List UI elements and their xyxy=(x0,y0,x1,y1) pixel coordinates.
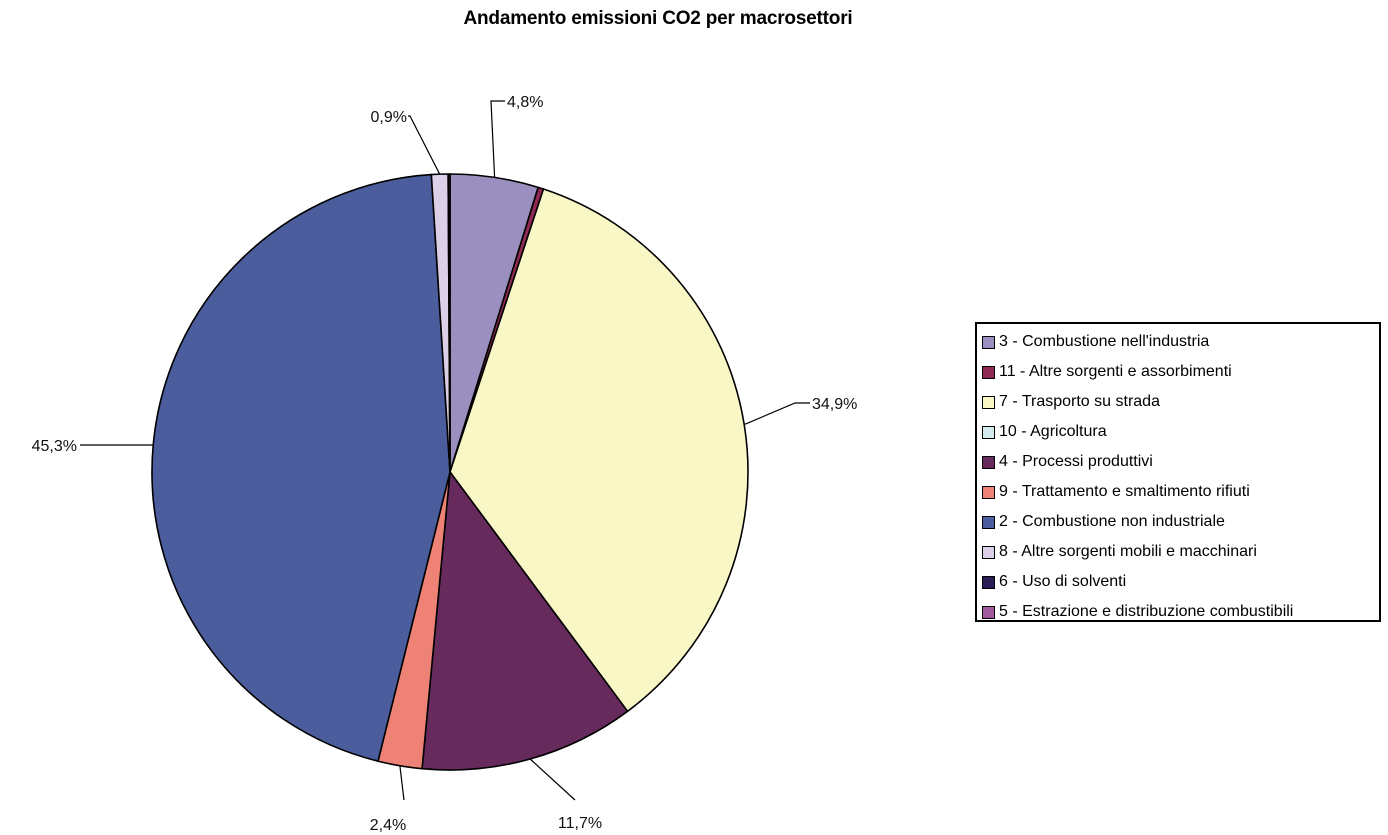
legend-item: 2 - Combustione non industriale xyxy=(982,507,1379,537)
legend-label: 7 - Trasporto su strada xyxy=(999,393,1160,410)
legend-item: 6 - Uso di solventi xyxy=(982,567,1379,597)
legend-label: 11 - Altre sorgenti e assorbimenti xyxy=(999,363,1232,380)
legend-item: 8 - Altre sorgenti mobili e macchinari xyxy=(982,537,1379,567)
legend-swatch xyxy=(982,395,995,409)
legend-item: 7 - Trasporto su strada xyxy=(982,387,1379,417)
legend-label: 2 - Combustione non industriale xyxy=(999,513,1225,530)
legend-item: 5 - Estrazione e distribuzione combustib… xyxy=(982,597,1379,627)
data-label: 11,7% xyxy=(558,815,602,832)
legend-swatch xyxy=(982,545,995,559)
leader-line xyxy=(399,765,405,801)
legend-swatch xyxy=(982,455,995,469)
legend-label: 8 - Altre sorgenti mobili e macchinari xyxy=(999,543,1257,560)
pie-slices xyxy=(151,173,749,771)
leader-line xyxy=(529,758,576,801)
legend-label: 4 - Processi produttivi xyxy=(999,453,1153,470)
legend-item: 11 - Altre sorgenti e assorbimenti xyxy=(982,357,1379,387)
pie-labels: 4,8% 34,9% 11,7% 2,4% 45,3% 0,9% xyxy=(32,94,858,834)
pie-slice xyxy=(447,173,451,473)
legend-item: 3 - Combustione nell'industria xyxy=(982,327,1379,357)
data-label: 34,9% xyxy=(812,396,857,413)
legend-swatch xyxy=(982,485,995,499)
data-label: 45,3% xyxy=(32,438,77,455)
leader-line xyxy=(743,402,810,426)
legend-label: 3 - Combustione nell'industria xyxy=(999,333,1210,350)
data-label: 2,4% xyxy=(370,817,406,834)
data-label: 4,8% xyxy=(507,94,543,111)
legend-item: 4 - Processi produttivi xyxy=(982,447,1379,477)
legend-swatch xyxy=(982,605,995,619)
legend-item: 9 - Trattamento e smaltimento rifiuti xyxy=(982,477,1379,507)
legend-swatch xyxy=(982,575,995,589)
chart-title: Andamento emissioni CO2 per macrosettori xyxy=(463,8,853,29)
legend-swatch xyxy=(982,425,995,439)
legend-label: 10 - Agricoltura xyxy=(999,423,1107,440)
legend-swatch xyxy=(982,335,995,349)
leader-line xyxy=(490,100,505,178)
legend-label: 6 - Uso di solventi xyxy=(999,573,1127,590)
pie-slice xyxy=(151,173,451,762)
leader-line xyxy=(408,115,441,175)
legend: 3 - Combustione nell'industria 11 - Altre… xyxy=(975,322,1381,622)
legend-label: 9 - Trattamento e smaltimento rifiuti xyxy=(999,483,1250,500)
data-label: 0,9% xyxy=(371,109,407,126)
pie-slice xyxy=(449,188,749,713)
legend-swatch xyxy=(982,515,995,529)
legend-label: 5 - Estrazione e distribuzione combustib… xyxy=(999,603,1294,620)
legend-item: 10 - Agricoltura xyxy=(982,417,1379,447)
legend-swatch xyxy=(982,365,995,379)
